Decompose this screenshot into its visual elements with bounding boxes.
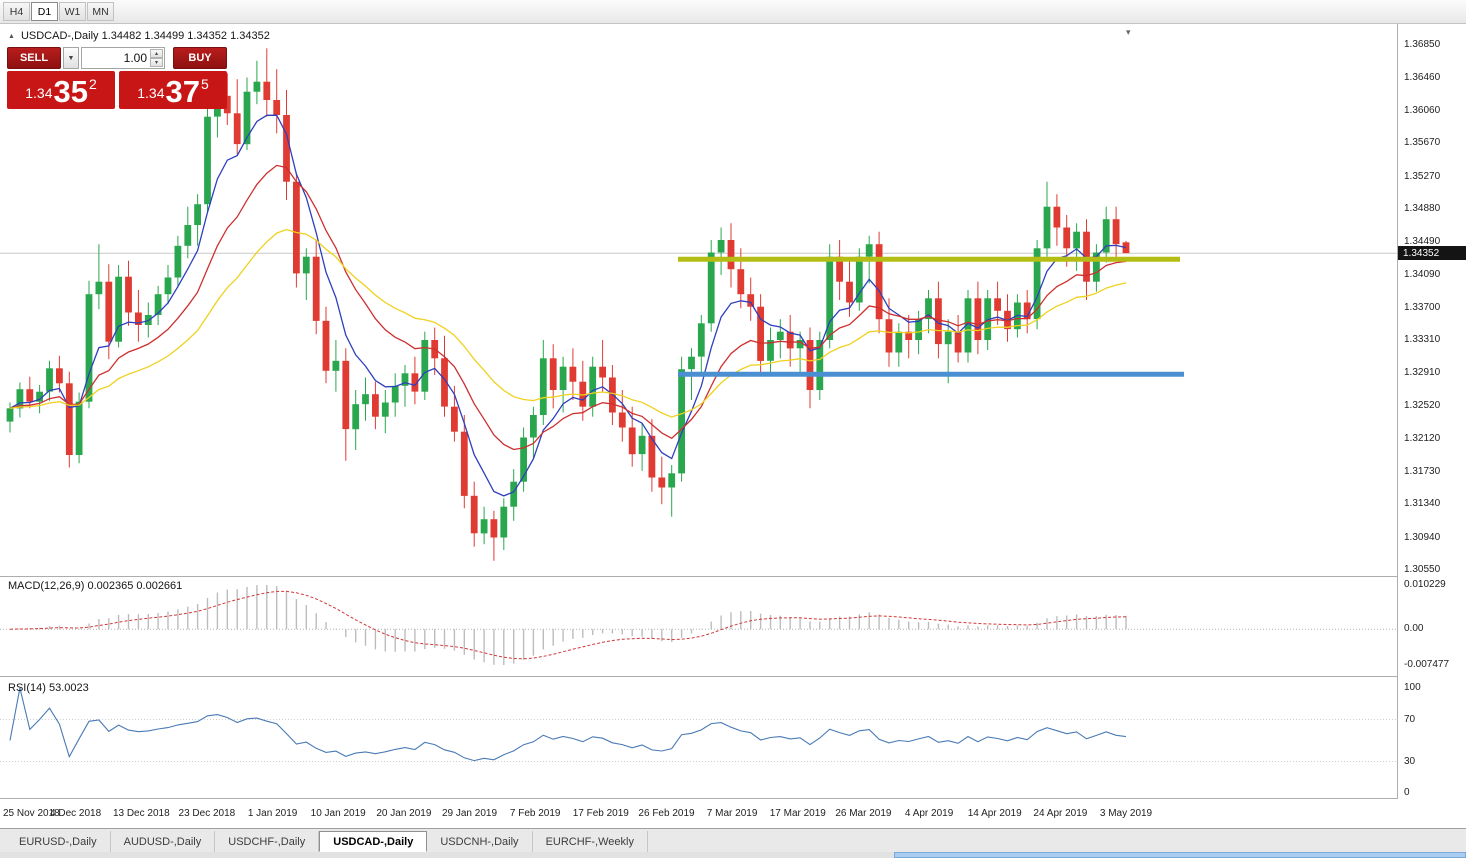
- current-price-tag: 1.34352: [1398, 246, 1466, 261]
- price-scale-label: 1.30550: [1404, 564, 1441, 575]
- date-axis-label: 4 Dec 2018: [50, 808, 102, 819]
- rsi-scale-label: 70: [1404, 713, 1416, 725]
- horizontal-scrollbar[interactable]: [0, 852, 1466, 858]
- price-scale-label: 1.34090: [1404, 269, 1441, 280]
- rsi-header: RSI(14) 53.0023: [8, 682, 89, 694]
- macd-scale-label: -0.007477: [1404, 659, 1450, 670]
- macd-scale-label: 0.00: [1404, 623, 1424, 635]
- tab-d1[interactable]: D1: [31, 2, 58, 21]
- symbol-ohlc-text: USDCAD-,Daily 1.34482 1.34499 1.34352 1.…: [20, 30, 270, 42]
- price-scale-label: 1.30940: [1404, 531, 1441, 543]
- rsi-scale-label: 100: [1404, 682, 1421, 693]
- rsi-scale-label: 0: [1404, 787, 1410, 798]
- price-scale-label: 1.36060: [1404, 104, 1441, 116]
- price-scale-label: 1.32120: [1404, 433, 1441, 445]
- tab-h4[interactable]: H4: [3, 2, 30, 21]
- price-scale-label: 1.31730: [1404, 465, 1441, 477]
- price-scale-label: 1.33310: [1404, 334, 1441, 345]
- price-scale-label: 1.32520: [1404, 399, 1441, 411]
- tab-mn[interactable]: MN: [87, 2, 114, 21]
- macd-header: MACD(12,26,9) 0.002365 0.002661: [8, 580, 183, 592]
- price-scale-label: 1.35670: [1404, 137, 1441, 149]
- tab-eurusd-daily[interactable]: EURUSD-,Daily: [6, 831, 111, 852]
- price-scale-label: 1.33700: [1404, 301, 1441, 313]
- buy-price-prefix: 1.34: [137, 85, 165, 101]
- date-axis-label: 14 Apr 2019: [967, 808, 1022, 819]
- scrollbar-thumb[interactable]: [894, 852, 1466, 858]
- volume-field-wrap: ▴ ▾: [81, 47, 165, 69]
- volume-dropdown-button[interactable]: ▼: [63, 47, 79, 69]
- price-scale-label: 1.34880: [1404, 203, 1441, 215]
- one-click-trading-panel: SELL ▼ ▴ ▾ BUY 1.34 35 2 1.34 37 5: [7, 47, 227, 109]
- tab-usdcad-daily[interactable]: USDCAD-,Daily: [319, 831, 428, 852]
- date-axis-label: 3 May 2019: [1099, 808, 1153, 819]
- date-axis-label: 7 Mar 2019: [706, 808, 758, 819]
- date-axis-label: 26 Mar 2019: [835, 808, 892, 819]
- panel-divider[interactable]: [0, 576, 1466, 577]
- date-axis-label: 25 Nov 2018: [3, 808, 60, 819]
- price-scale-label: 1.36850: [1404, 39, 1441, 50]
- date-axis-label: 24 Apr 2019: [1033, 808, 1088, 819]
- sell-button[interactable]: SELL: [7, 47, 61, 69]
- tab-w1[interactable]: W1: [59, 2, 86, 21]
- date-axis-label: 29 Jan 2019: [441, 808, 498, 819]
- symbol-tab-bar: EURUSD-,Daily AUDUSD-,Daily USDCHF-,Dail…: [0, 828, 1466, 852]
- date-axis[interactable]: 25 Nov 2018 4 Dec 2018 13 Dec 2018 23 Dec 2…: [0, 799, 1466, 828]
- volume-input[interactable]: [82, 48, 164, 68]
- price-scale-label: 1.32910: [1404, 367, 1441, 379]
- buy-price-big-digits: 37: [165, 73, 200, 109]
- buy-button[interactable]: BUY: [173, 47, 227, 69]
- tab-usdchf-daily[interactable]: USDCHF-,Daily: [215, 831, 320, 852]
- price-scale[interactable]: 1.34352 1.36850 1.36460 1.36060 1.35670 1.35…: [1397, 24, 1466, 799]
- date-axis-label: 7 Feb 2019: [509, 808, 561, 819]
- date-axis-label: 4 Apr 2019: [904, 808, 954, 819]
- collapse-arrow-icon[interactable]: ▲: [8, 32, 15, 40]
- date-axis-label: 13 Dec 2018: [112, 808, 170, 819]
- date-axis-label: 17 Feb 2019: [572, 808, 629, 819]
- chart-symbol-header: ▲ USDCAD-,Daily 1.34482 1.34499 1.34352 …: [8, 30, 270, 42]
- macd-indicator-canvas[interactable]: [0, 577, 1397, 676]
- chart-shift-marker-icon: ▾: [1126, 27, 1131, 37]
- sell-price-button[interactable]: 1.34 35 2: [7, 71, 115, 109]
- date-axis-label: 26 Feb 2019: [638, 808, 695, 819]
- volume-decrement-button[interactable]: ▾: [150, 58, 163, 67]
- volume-increment-button[interactable]: ▴: [150, 49, 163, 58]
- tab-eurchf-weekly[interactable]: EURCHF-,Weekly: [533, 831, 648, 852]
- date-axis-label: 17 Mar 2019: [769, 808, 826, 819]
- panel-divider[interactable]: [0, 676, 1466, 677]
- macd-scale-label: 0.010229: [1404, 579, 1446, 590]
- timeframe-tab-bar: H4 D1 W1 MN: [0, 0, 1466, 24]
- chart-window: 1.34352 1.36850 1.36460 1.36060 1.35670 1.35…: [0, 24, 1466, 828]
- rsi-indicator-canvas[interactable]: [0, 677, 1397, 798]
- main-price-chart-canvas[interactable]: [0, 24, 1397, 576]
- tab-usdcnh-daily[interactable]: USDCNH-,Daily: [427, 831, 533, 852]
- price-scale-label: 1.31340: [1404, 498, 1441, 510]
- date-axis-label: 1 Jan 2019: [247, 808, 298, 819]
- sell-price-prefix: 1.34: [25, 85, 53, 101]
- tab-audusd-daily[interactable]: AUDUSD-,Daily: [111, 831, 216, 852]
- rsi-scale-label: 30: [1404, 755, 1416, 767]
- buy-price-pip: 5: [200, 76, 209, 92]
- volume-spinner: ▴ ▾: [150, 49, 163, 67]
- buy-price-button[interactable]: 1.34 37 5: [119, 71, 227, 109]
- price-scale-label: 1.35270: [1404, 170, 1441, 182]
- date-axis-label: 20 Jan 2019: [376, 808, 432, 819]
- sell-price-pip: 2: [88, 76, 97, 92]
- date-axis-label: 23 Dec 2018: [178, 808, 236, 819]
- panel-divider: [0, 798, 1466, 799]
- price-scale-label: 1.36460: [1404, 71, 1441, 83]
- price-scale-label: 1.34490: [1404, 235, 1441, 247]
- sell-price-big-digits: 35: [53, 73, 88, 109]
- date-axis-label: 10 Jan 2019: [310, 808, 366, 819]
